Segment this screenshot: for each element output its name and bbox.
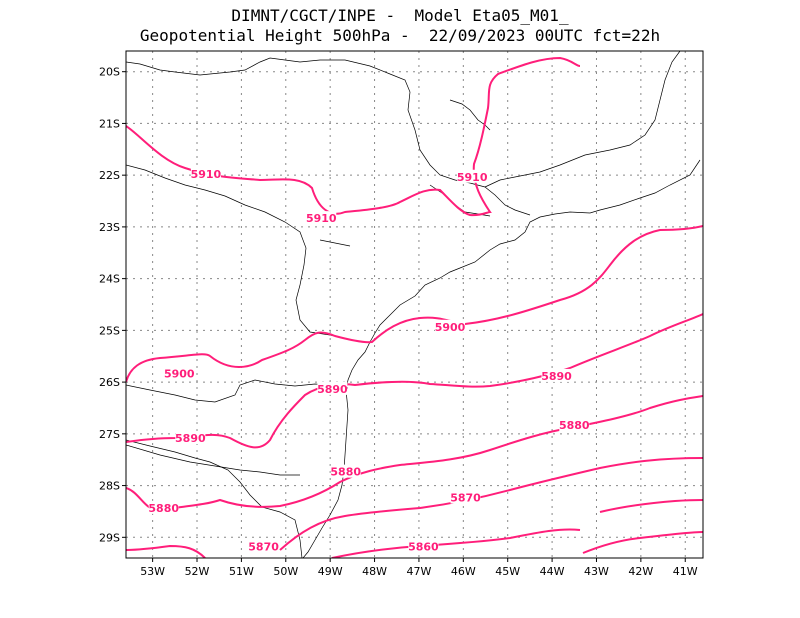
contour-label: 5890 (541, 370, 572, 383)
boundaries (126, 51, 701, 558)
map-title-line2: Geopotential Height 500hPa - 22/09/2023 … (139, 26, 661, 45)
lat-tick-label: 27S (99, 428, 120, 441)
lat-tick-label: 25S (99, 324, 120, 337)
contour-5870-east (599, 499, 703, 513)
state-boundary (126, 379, 349, 403)
lon-tick-label: 48W (362, 565, 387, 578)
lat-tick-label: 22S (99, 169, 120, 182)
lon-tick-label: 52W (185, 565, 210, 578)
contour-5890 (126, 313, 703, 449)
contour-label: 5870 (248, 541, 279, 554)
contour-label-bg (306, 211, 337, 225)
contour-label: 5880 (559, 419, 590, 432)
lon-tick-label: 41W (673, 565, 698, 578)
contour-label-bg (175, 431, 206, 445)
state-boundary (126, 444, 300, 476)
state-boundary (126, 57, 486, 188)
lon-tick-label: 43W (584, 565, 609, 578)
contour-label-bg (190, 167, 221, 181)
latitude-labels: 20S 21S 22S 23S 24S 25S 26S 27S 28S 29S (99, 66, 126, 544)
lat-tick-label: 29S (99, 531, 120, 544)
contour-5860 (331, 528, 581, 558)
contour-label-bg (148, 500, 179, 514)
graticule (126, 51, 703, 558)
contour-label-bg (248, 539, 279, 553)
contour-label-bg (164, 366, 195, 380)
river (319, 239, 351, 247)
contour-label: 5900 (164, 367, 195, 380)
lon-tick-label: 44W (540, 565, 565, 578)
lat-tick-label: 26S (99, 376, 120, 389)
contour-5910 (126, 56, 581, 217)
contour-label-bg (330, 464, 361, 478)
contour-label: 5870 (450, 492, 481, 505)
lon-tick-label: 42W (628, 565, 653, 578)
contour-label: 5890 (175, 432, 206, 445)
state-boundary (484, 51, 681, 188)
contour-label-bg (450, 490, 481, 504)
contour-label: 5860 (408, 541, 439, 554)
contour-label: 5910 (457, 171, 488, 184)
contour-5860-east (582, 531, 703, 554)
lon-tick-label: 53W (140, 565, 165, 578)
lon-tick-label: 50W (273, 565, 298, 578)
map-title-line1: DIMNT/CGCT/INPE - Model Eta05_M01_ (231, 6, 569, 25)
lat-tick-label: 21S (99, 117, 120, 130)
lon-tick-label: 47W (407, 565, 432, 578)
lat-tick-label: 24S (99, 273, 120, 286)
lon-tick-label: 51W (229, 565, 254, 578)
state-boundary (126, 439, 303, 558)
contour-label-bg (435, 319, 466, 333)
contour-label-bg (408, 539, 439, 553)
contour-label-bg (559, 418, 590, 432)
state-boundary (126, 164, 366, 343)
lon-tick-label: 45W (495, 565, 520, 578)
longitude-labels: 53W 52W 51W 50W 49W 48W 47W 46W 45W 44W 43W 42W 41W (140, 558, 698, 578)
lat-tick-label: 20S (99, 66, 120, 79)
river (449, 99, 491, 131)
contour-label-bg (317, 381, 348, 395)
lat-tick-label: 23S (99, 221, 120, 234)
contour-label: 5910 (191, 168, 222, 181)
contour-label: 5910 (306, 212, 337, 225)
lat-tick-label: 28S (99, 480, 120, 493)
contour-label-bg (541, 368, 572, 382)
contour-5880 (126, 395, 703, 512)
contour-label-bg (457, 169, 488, 183)
contour-label: 5880 (330, 466, 361, 479)
contour-labels: 5910 5910 5910 5900 5900 5890 5890 5890 5880 5880… (148, 167, 590, 554)
contour-label: 5880 (148, 502, 179, 515)
lon-tick-label: 46W (451, 565, 476, 578)
state-boundary (484, 186, 531, 216)
contours (126, 56, 703, 558)
contour-5880-sw (126, 544, 206, 558)
lon-tick-label: 49W (318, 565, 343, 578)
contour-5900 (126, 225, 703, 383)
contour-label: 5900 (435, 321, 466, 334)
contour-label: 5890 (317, 383, 348, 396)
map-frame (125, 50, 704, 559)
